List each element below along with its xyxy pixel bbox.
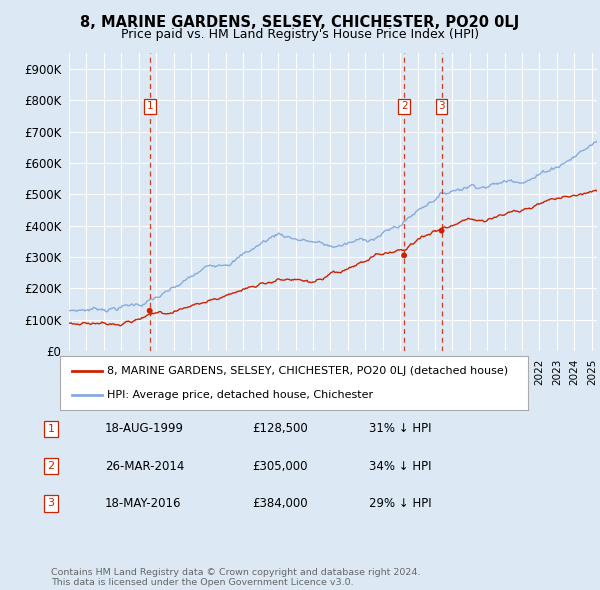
Text: 8, MARINE GARDENS, SELSEY, CHICHESTER, PO20 0LJ: 8, MARINE GARDENS, SELSEY, CHICHESTER, P… <box>80 15 520 30</box>
Text: Contains HM Land Registry data © Crown copyright and database right 2024.
This d: Contains HM Land Registry data © Crown c… <box>51 568 421 587</box>
Text: 34% ↓ HPI: 34% ↓ HPI <box>369 460 431 473</box>
Text: 29% ↓ HPI: 29% ↓ HPI <box>369 497 431 510</box>
Text: HPI: Average price, detached house, Chichester: HPI: Average price, detached house, Chic… <box>107 390 373 400</box>
Text: 8, MARINE GARDENS, SELSEY, CHICHESTER, PO20 0LJ (detached house): 8, MARINE GARDENS, SELSEY, CHICHESTER, P… <box>107 366 508 376</box>
Text: 18-AUG-1999: 18-AUG-1999 <box>105 422 184 435</box>
Text: £128,500: £128,500 <box>252 422 308 435</box>
Point <box>437 226 446 235</box>
Text: £384,000: £384,000 <box>252 497 308 510</box>
Text: 31% ↓ HPI: 31% ↓ HPI <box>369 422 431 435</box>
Text: 1: 1 <box>146 101 153 112</box>
Text: 2: 2 <box>401 101 407 112</box>
Text: 3: 3 <box>438 101 445 112</box>
Text: 26-MAR-2014: 26-MAR-2014 <box>105 460 184 473</box>
Text: Price paid vs. HM Land Registry's House Price Index (HPI): Price paid vs. HM Land Registry's House … <box>121 28 479 41</box>
Text: 18-MAY-2016: 18-MAY-2016 <box>105 497 182 510</box>
Text: 1: 1 <box>47 424 55 434</box>
Text: 2: 2 <box>47 461 55 471</box>
Point <box>145 306 154 316</box>
Point <box>399 251 409 260</box>
Text: 3: 3 <box>47 499 55 508</box>
Text: £305,000: £305,000 <box>252 460 308 473</box>
